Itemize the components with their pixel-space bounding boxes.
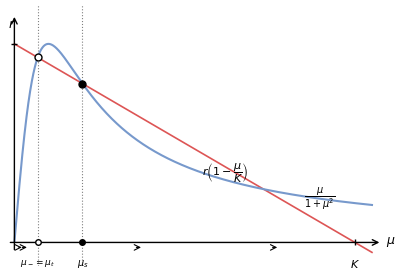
Text: $r$: $r$ bbox=[8, 17, 16, 31]
Text: $\mu_s$: $\mu_s$ bbox=[77, 258, 88, 270]
Text: $K$: $K$ bbox=[350, 258, 360, 270]
Text: $\mu$: $\mu$ bbox=[386, 235, 395, 250]
Text: $\mu_- = \mu_t$: $\mu_- = \mu_t$ bbox=[20, 258, 55, 269]
Text: $r\left(1-\dfrac{\mu}{K}\right)$: $r\left(1-\dfrac{\mu}{K}\right)$ bbox=[202, 161, 248, 185]
Text: $\dfrac{\mu}{1+\mu^2}$: $\dfrac{\mu}{1+\mu^2}$ bbox=[304, 185, 335, 212]
